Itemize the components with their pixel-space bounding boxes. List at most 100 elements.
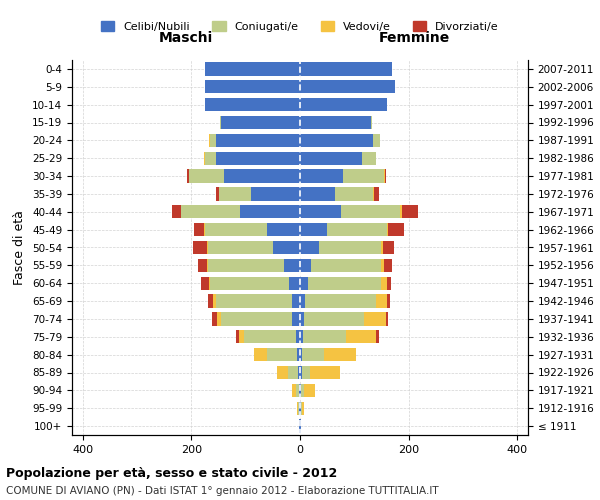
Bar bbox=[301, 402, 302, 415]
Bar bbox=[364, 312, 386, 326]
Bar bbox=[341, 205, 400, 218]
Bar bbox=[296, 384, 299, 397]
Bar bbox=[208, 258, 284, 272]
Bar bbox=[300, 205, 341, 218]
Bar bbox=[254, 348, 268, 362]
Bar bbox=[382, 241, 383, 254]
Bar bbox=[384, 258, 392, 272]
Bar bbox=[244, 330, 296, 344]
Bar bbox=[305, 294, 376, 308]
Bar bbox=[240, 205, 300, 218]
Bar bbox=[327, 223, 387, 236]
Bar bbox=[310, 366, 340, 379]
Bar bbox=[300, 276, 308, 290]
Bar bbox=[302, 348, 324, 362]
Bar bbox=[346, 330, 376, 344]
Bar bbox=[297, 402, 298, 415]
Bar bbox=[298, 402, 299, 415]
Bar bbox=[220, 116, 221, 129]
Bar bbox=[386, 312, 388, 326]
Bar bbox=[206, 258, 208, 272]
Bar bbox=[300, 187, 335, 200]
Bar bbox=[300, 348, 302, 362]
Bar bbox=[273, 241, 300, 254]
Bar bbox=[401, 205, 418, 218]
Bar bbox=[287, 366, 298, 379]
Bar bbox=[209, 134, 211, 147]
Bar bbox=[292, 294, 300, 308]
Bar bbox=[209, 276, 211, 290]
Bar bbox=[319, 241, 382, 254]
Bar bbox=[300, 366, 302, 379]
Bar bbox=[194, 223, 205, 236]
Bar bbox=[300, 80, 395, 94]
Bar bbox=[382, 258, 384, 272]
Bar bbox=[300, 384, 301, 397]
Bar bbox=[224, 170, 300, 183]
Bar bbox=[376, 294, 387, 308]
Bar bbox=[343, 170, 384, 183]
Bar bbox=[216, 187, 218, 200]
Bar bbox=[277, 366, 287, 379]
Bar bbox=[371, 116, 372, 129]
Bar bbox=[382, 276, 387, 290]
Text: Femmine: Femmine bbox=[379, 31, 449, 45]
Bar bbox=[388, 223, 404, 236]
Y-axis label: Fasce di età: Fasce di età bbox=[13, 210, 26, 285]
Bar bbox=[301, 384, 304, 397]
Bar bbox=[303, 330, 346, 344]
Bar bbox=[200, 276, 209, 290]
Bar bbox=[221, 312, 292, 326]
Bar bbox=[300, 294, 305, 308]
Bar bbox=[251, 187, 300, 200]
Bar bbox=[300, 152, 362, 165]
Bar bbox=[374, 187, 379, 200]
Bar bbox=[236, 330, 239, 344]
Bar bbox=[300, 98, 387, 112]
Bar bbox=[299, 384, 300, 397]
Bar bbox=[221, 116, 300, 129]
Bar bbox=[362, 152, 376, 165]
Bar bbox=[199, 258, 206, 272]
Bar bbox=[300, 116, 371, 129]
Bar bbox=[205, 62, 300, 76]
Bar bbox=[187, 170, 189, 183]
Bar bbox=[300, 170, 343, 183]
Bar bbox=[387, 223, 388, 236]
Bar bbox=[335, 187, 373, 200]
Text: Popolazione per età, sesso e stato civile - 2012: Popolazione per età, sesso e stato civil… bbox=[6, 468, 337, 480]
Bar bbox=[284, 258, 300, 272]
Bar bbox=[324, 348, 356, 362]
Bar bbox=[304, 384, 315, 397]
Bar bbox=[204, 152, 205, 165]
Text: COMUNE DI AVIANO (PN) - Dati ISTAT 1° gennaio 2012 - Elaborazione TUTTITALIA.IT: COMUNE DI AVIANO (PN) - Dati ISTAT 1° ge… bbox=[6, 486, 439, 496]
Bar bbox=[205, 80, 300, 94]
Bar bbox=[216, 134, 300, 147]
Bar bbox=[300, 241, 319, 254]
Bar bbox=[376, 330, 379, 344]
Bar bbox=[205, 98, 300, 112]
Bar bbox=[208, 294, 213, 308]
Text: Maschi: Maschi bbox=[159, 31, 213, 45]
Bar bbox=[300, 134, 373, 147]
Bar bbox=[217, 312, 221, 326]
Bar bbox=[211, 134, 216, 147]
Bar bbox=[296, 330, 300, 344]
Bar bbox=[289, 276, 300, 290]
Bar bbox=[218, 187, 251, 200]
Bar bbox=[205, 223, 268, 236]
Bar bbox=[189, 170, 224, 183]
Bar bbox=[292, 312, 300, 326]
Bar bbox=[383, 241, 394, 254]
Bar bbox=[373, 134, 380, 147]
Bar bbox=[387, 276, 391, 290]
Bar bbox=[216, 152, 300, 165]
Bar bbox=[302, 366, 310, 379]
Bar bbox=[300, 312, 304, 326]
Y-axis label: Anni di nascita: Anni di nascita bbox=[598, 201, 600, 294]
Bar bbox=[300, 62, 392, 76]
Bar bbox=[268, 223, 300, 236]
Bar bbox=[385, 170, 386, 183]
Bar bbox=[193, 241, 206, 254]
Bar bbox=[300, 258, 311, 272]
